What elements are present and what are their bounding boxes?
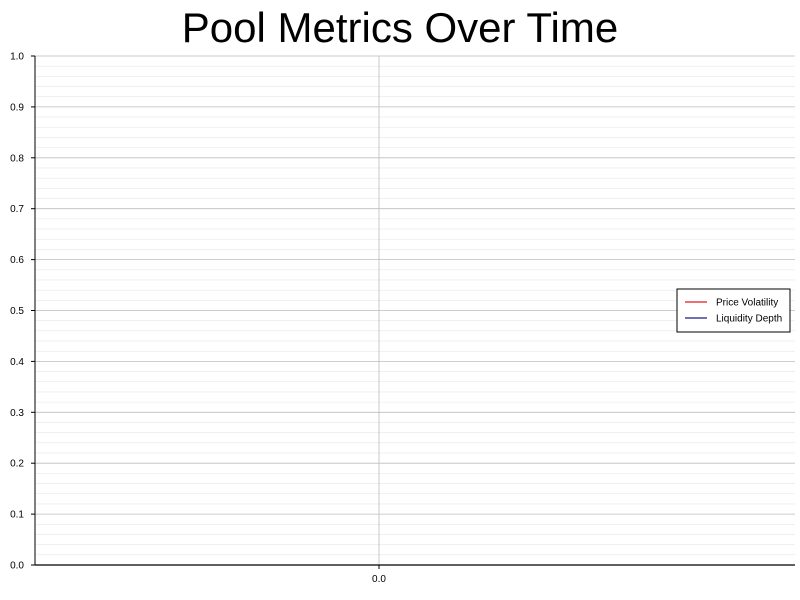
y-tick-label: 0.6 — [10, 255, 24, 266]
y-tick-label: 0.3 — [10, 408, 24, 419]
y-tick-label: 0.2 — [10, 459, 24, 470]
y-axis-ticks: 0.0 0.1 0.2 0.3 0.4 0.5 0.6 0.7 0.8 0.9 1.0 — [10, 52, 35, 572]
legend-label: Price Volatility — [716, 298, 778, 309]
major-gridlines — [35, 55, 795, 566]
y-tick-label: 0.4 — [10, 357, 24, 368]
legend: Price Volatility Liquidity Depth — [676, 288, 791, 333]
y-tick-label: 0.5 — [10, 306, 24, 317]
x-axis-ticks: 0.0 — [372, 565, 386, 585]
y-tick-label: 0.7 — [10, 204, 24, 215]
y-tick-label: 0.1 — [10, 510, 24, 521]
chart-title: Pool Metrics Over Time — [181, 4, 619, 51]
y-tick-label: 0.9 — [10, 102, 24, 113]
legend-label: Liquidity Depth — [716, 314, 782, 325]
y-tick-label: 1.0 — [10, 52, 24, 63]
x-tick-label: 0.0 — [372, 574, 386, 585]
legend-box — [676, 288, 791, 333]
y-tick-label: 0.8 — [10, 153, 24, 164]
minor-gridlines — [35, 65, 795, 556]
y-tick-label: 0.0 — [10, 561, 24, 572]
